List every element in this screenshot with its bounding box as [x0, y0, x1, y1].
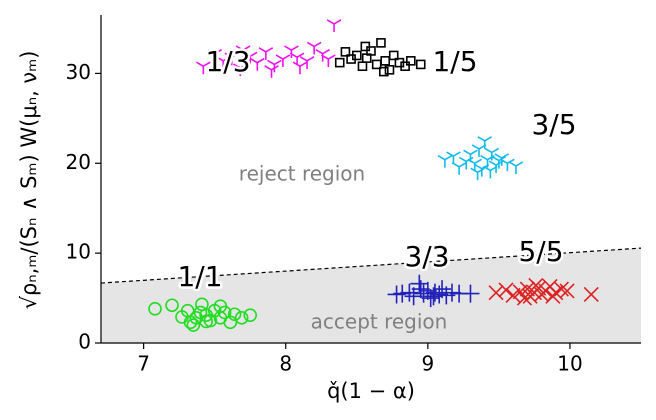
series-label: 5/5 [518, 235, 563, 268]
point [414, 284, 433, 303]
point [215, 56, 231, 69]
point [380, 56, 391, 66]
point [340, 47, 351, 57]
point [400, 61, 410, 72]
point [199, 314, 213, 329]
x-axis-label: q̌(1 − α) [327, 379, 415, 403]
point [196, 61, 211, 75]
point [424, 287, 443, 306]
point [378, 66, 389, 77]
point [483, 165, 498, 179]
point [207, 48, 222, 62]
point [165, 298, 179, 313]
point [213, 311, 228, 325]
x-tick-label: 9 [421, 352, 434, 376]
point [306, 41, 322, 55]
point [267, 59, 282, 73]
x-tick-label: 10 [557, 352, 582, 376]
point [275, 54, 291, 68]
point [528, 277, 544, 294]
point [437, 154, 453, 168]
point [264, 65, 279, 78]
point [250, 57, 265, 71]
point [461, 284, 480, 303]
point [505, 287, 521, 303]
y-tick-label: 0 [78, 330, 91, 354]
point [516, 290, 533, 306]
point [384, 65, 395, 75]
point [400, 283, 419, 302]
y-axis-label: √ρₙ,ₘ/(Sₙ ∧ Sₘ) W(μₙ, νₘ) [17, 51, 41, 310]
point [545, 288, 561, 304]
threshold-line [100, 247, 642, 284]
point [500, 158, 515, 172]
point [227, 307, 242, 322]
series-label: 3/5 [531, 108, 576, 141]
y-tick-label: 20 [66, 150, 91, 174]
point [559, 283, 575, 299]
y-tick-label: 10 [66, 240, 91, 264]
point [258, 47, 274, 60]
point [471, 144, 487, 157]
point [243, 308, 258, 322]
point [357, 61, 368, 72]
point [470, 167, 485, 181]
point [326, 19, 342, 32]
point [321, 54, 336, 68]
point [242, 51, 258, 65]
point [583, 286, 599, 303]
region-label: reject region [239, 162, 365, 186]
y-tick-label: 30 [66, 60, 91, 84]
point [553, 281, 569, 297]
point [232, 63, 248, 77]
point [477, 136, 492, 149]
point [334, 57, 345, 68]
point [508, 161, 524, 174]
point [404, 287, 423, 306]
point [376, 38, 386, 48]
point [480, 154, 495, 168]
point [488, 285, 504, 301]
point [491, 155, 507, 169]
series-label: 3/3 [404, 240, 449, 273]
point [224, 52, 240, 66]
point [186, 318, 201, 332]
x-tick-label: 8 [279, 352, 292, 376]
region-label: accept region [311, 310, 448, 334]
point [425, 283, 444, 302]
series-label: 1/3 [205, 45, 250, 78]
point [234, 311, 249, 325]
point [360, 41, 371, 52]
x-tick-label: 7 [137, 352, 150, 376]
point [498, 282, 514, 298]
point [292, 61, 308, 75]
point [405, 56, 416, 66]
point [235, 45, 251, 59]
point [415, 59, 426, 70]
point [411, 280, 430, 299]
point [388, 50, 399, 61]
point [393, 284, 412, 303]
point [148, 302, 162, 316]
series-label: 1/1 [177, 260, 222, 293]
series-label: 1/5 [432, 45, 477, 78]
point [299, 56, 315, 69]
point [289, 52, 305, 66]
point [451, 162, 467, 175]
point [484, 147, 500, 161]
point [443, 283, 461, 302]
point [351, 50, 362, 61]
